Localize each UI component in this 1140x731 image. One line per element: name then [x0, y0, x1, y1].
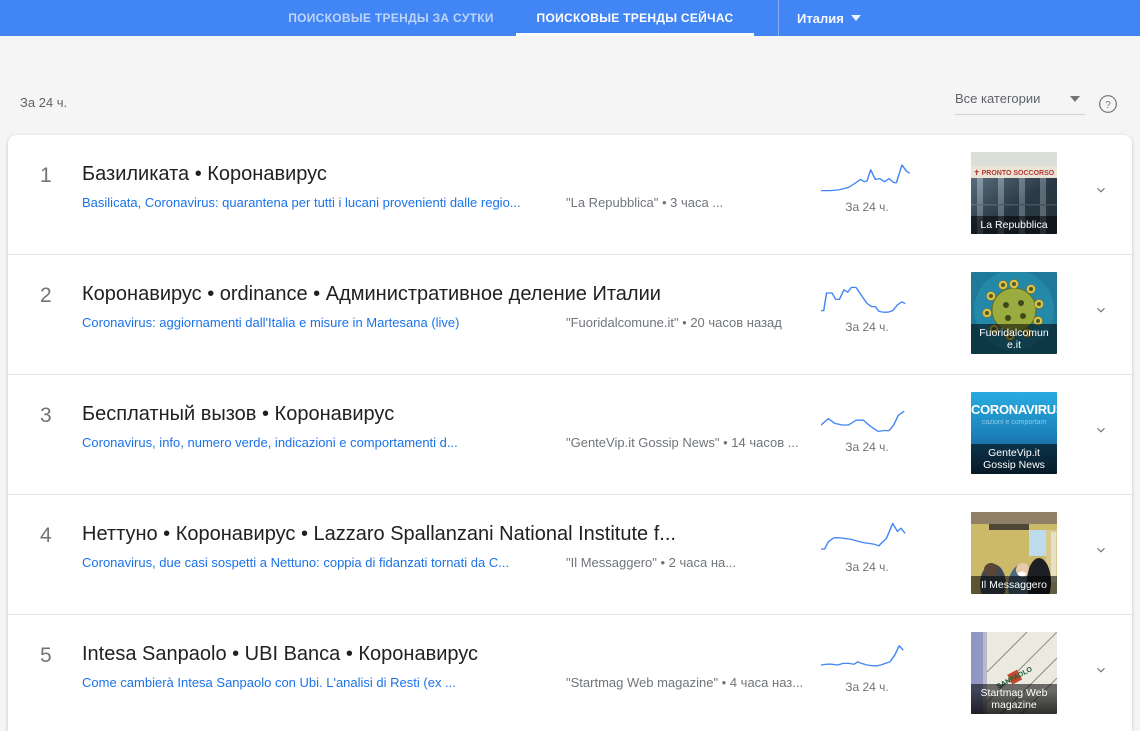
svg-text:?: ?: [1105, 100, 1111, 111]
svg-text:✝ PRONTO SOCCORSO: ✝ PRONTO SOCCORSO: [974, 169, 1055, 177]
